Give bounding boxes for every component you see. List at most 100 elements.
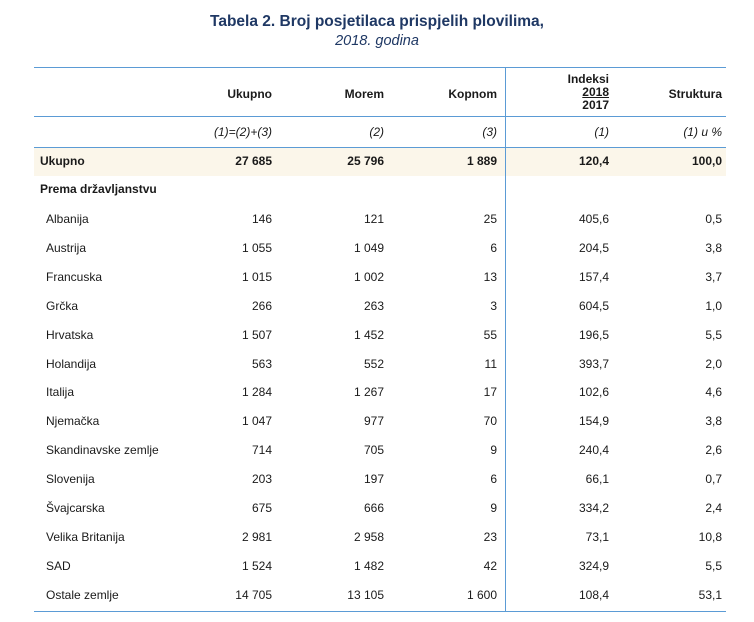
cell-indeksi: 324,9 [578, 559, 609, 573]
cell-morem: 1 267 [353, 385, 384, 399]
cell-indeksi: 102,6 [578, 385, 609, 399]
cell-ukupno: 266 [251, 299, 272, 313]
cell-struktura: 3,8 [705, 241, 722, 255]
cell-kopnom: 23 [483, 530, 497, 544]
header-index-2018: 2018 [582, 85, 609, 99]
cell-morem: 263 [363, 299, 384, 313]
cell-morem: 2 958 [353, 530, 384, 544]
cell-ukupno: 1 284 [241, 385, 272, 399]
cell-ukupno: 714 [251, 443, 272, 457]
row-label: SAD [46, 559, 71, 573]
cell-struktura: 2,6 [705, 443, 722, 457]
cell-struktura: 0,7 [705, 472, 722, 486]
cell-indeksi: 154,9 [578, 414, 609, 428]
cell-morem: 552 [363, 357, 384, 371]
cell-morem: 197 [363, 472, 384, 486]
cell-struktura: 1,0 [705, 299, 722, 313]
cell-struktura: 0,5 [705, 212, 722, 226]
cell-indeksi: 240,4 [578, 443, 609, 457]
cell-ukupno: 2 981 [241, 530, 272, 544]
row-label: Holandija [46, 357, 97, 371]
cell-indeksi: 196,5 [578, 328, 609, 342]
header-struktura: Struktura [668, 87, 722, 101]
cell-morem: 705 [363, 443, 384, 457]
cell-indeksi: 334,2 [578, 501, 609, 515]
cell-struktura: 4,6 [705, 385, 722, 399]
cell-morem: 977 [363, 414, 384, 428]
cell-struktura: 3,7 [705, 270, 722, 284]
cell-ukupno: 1 524 [241, 559, 272, 573]
total-kopnom: 1 889 [466, 154, 497, 168]
cell-ukupno: 675 [251, 501, 272, 515]
header-indeksi: Indeksi [567, 72, 609, 86]
table-bottom-border [34, 611, 726, 612]
row-label: Njemačka [46, 414, 100, 428]
cell-morem: 1 049 [353, 241, 384, 255]
row-label: Slovenija [46, 472, 95, 486]
row-label: Austrija [46, 241, 87, 255]
cell-kopnom: 25 [483, 212, 497, 226]
cell-ukupno: 203 [251, 472, 272, 486]
total-label: Ukupno [40, 154, 85, 168]
cell-kopnom: 42 [483, 559, 497, 573]
cell-struktura: 10,8 [698, 530, 722, 544]
cell-kopnom: 11 [484, 357, 497, 371]
cell-morem: 13 105 [347, 588, 384, 602]
cell-struktura: 5,5 [705, 328, 722, 342]
table-subtitle: 2018. godina [335, 33, 419, 49]
header-divider [34, 116, 726, 117]
total-row-background [34, 147, 726, 176]
index-column-divider [505, 67, 506, 612]
row-label: Hrvatska [46, 328, 94, 342]
total-indeksi: 120,4 [578, 154, 609, 168]
row-label: Italija [46, 385, 75, 399]
cell-indeksi: 157,4 [578, 270, 609, 284]
cell-morem: 121 [363, 212, 384, 226]
cell-morem: 1 452 [353, 328, 384, 342]
cell-morem: 1 482 [353, 559, 384, 573]
cell-struktura: 5,5 [705, 559, 722, 573]
row-label: Velika Britanija [46, 530, 125, 544]
cell-kopnom: 13 [483, 270, 497, 284]
cell-struktura: 2,4 [705, 501, 722, 515]
total-ukupno: 27 685 [235, 154, 272, 168]
total-struktura: 100,0 [691, 154, 722, 168]
cell-kopnom: 55 [483, 328, 497, 342]
cell-kopnom: 70 [483, 414, 497, 428]
formula-struktura: (1) u % [683, 125, 722, 139]
total-morem: 25 796 [347, 154, 384, 168]
cell-kopnom: 17 [483, 385, 497, 399]
cell-indeksi: 405,6 [578, 212, 609, 226]
cell-indeksi: 604,5 [578, 299, 609, 313]
table-top-border [34, 67, 726, 68]
cell-indeksi: 204,5 [578, 241, 609, 255]
cell-indeksi: 73,1 [585, 530, 609, 544]
cell-morem: 666 [363, 501, 384, 515]
cell-kopnom: 9 [490, 501, 497, 515]
cell-indeksi: 108,4 [578, 588, 609, 602]
formula-ukupno: (1)=(2)+(3) [213, 125, 272, 139]
header-kopnom: Kopnom [448, 87, 497, 101]
header-morem: Morem [344, 87, 384, 101]
row-label: Švajcarska [46, 501, 105, 515]
row-label: Grčka [46, 299, 79, 313]
cell-struktura: 53,1 [698, 588, 722, 602]
cell-struktura: 2,0 [705, 357, 722, 371]
cell-kopnom: 6 [490, 472, 497, 486]
cell-kopnom: 6 [490, 241, 497, 255]
cell-ukupno: 563 [251, 357, 272, 371]
header-ukupno: Ukupno [227, 87, 272, 101]
cell-indeksi: 66,1 [585, 472, 609, 486]
formula-indeksi: (1) [594, 125, 609, 139]
table-title: Tabela 2. Broj posjetilaca prispjelih pl… [210, 13, 544, 30]
cell-ukupno: 14 705 [235, 588, 272, 602]
row-label: Albanija [46, 212, 89, 226]
header-index-2017: 2017 [582, 98, 609, 112]
cell-ukupno: 1 055 [241, 241, 272, 255]
cell-morem: 1 002 [353, 270, 384, 284]
cell-kopnom: 3 [490, 299, 497, 313]
row-label: Skandinavske zemlje [46, 443, 159, 457]
cell-ukupno: 1 507 [241, 328, 272, 342]
cell-ukupno: 1 015 [241, 270, 272, 284]
cell-kopnom: 1 600 [466, 588, 497, 602]
